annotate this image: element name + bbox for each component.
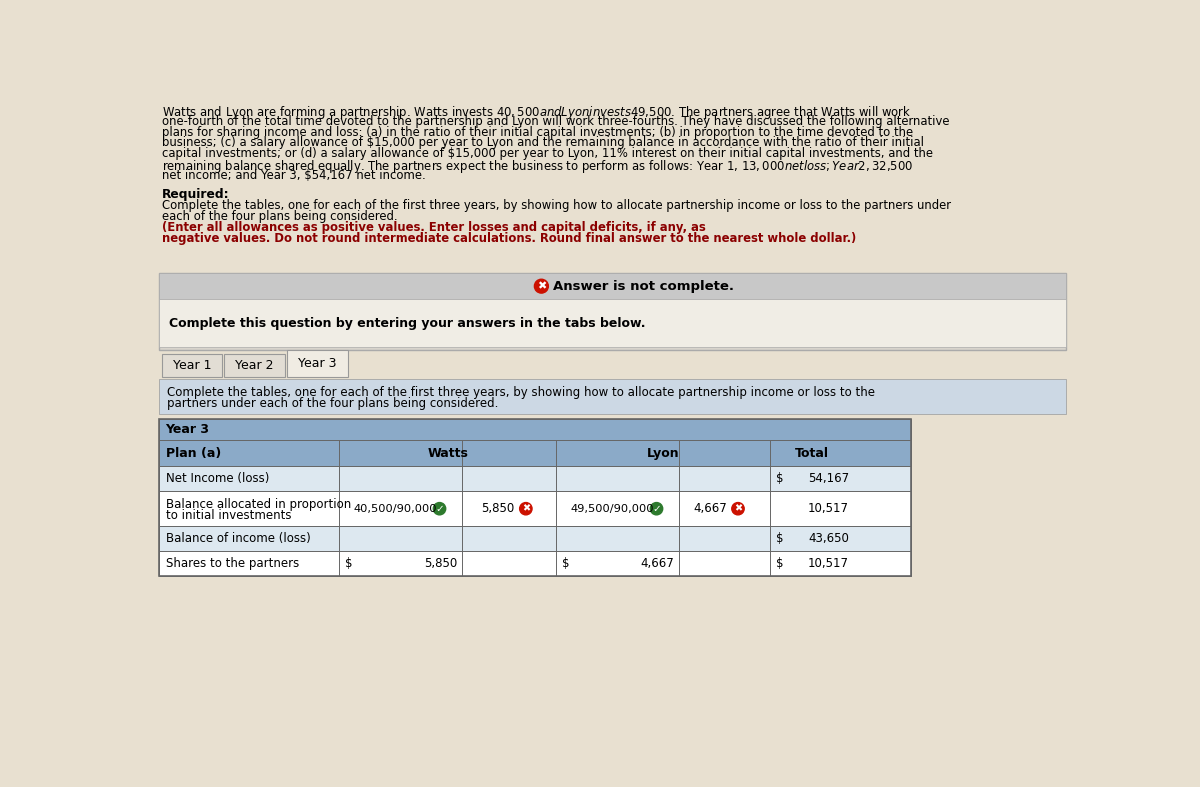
Text: one-fourth of the total time devoted to the partnership and Lyon will work three: one-fourth of the total time devoted to … [162, 115, 949, 127]
Text: Year 2: Year 2 [235, 359, 274, 372]
Text: Year 1: Year 1 [173, 359, 211, 372]
Text: Complete the tables, one for each of the first three years, by showing how to al: Complete the tables, one for each of the… [162, 199, 950, 212]
Text: Total: Total [794, 447, 829, 460]
Text: Balance allocated in proportion: Balance allocated in proportion [166, 498, 350, 511]
Text: plans for sharing income and loss: (a) in the ratio of their initial capital inv: plans for sharing income and loss: (a) i… [162, 126, 913, 139]
Text: Answer is not complete.: Answer is not complete. [553, 279, 734, 293]
Bar [160, 527, 911, 551]
Text: $: $ [563, 557, 570, 570]
Text: $: $ [346, 557, 353, 570]
Text: partners under each of the four plans being considered.: partners under each of the four plans be… [167, 397, 498, 410]
Text: Balance of income (loss): Balance of income (loss) [166, 532, 311, 545]
Circle shape [534, 279, 548, 293]
Bar [162, 354, 222, 377]
Bar [160, 467, 911, 491]
Text: $: $ [776, 472, 784, 485]
Text: ✖: ✖ [522, 504, 530, 514]
Bar [160, 419, 911, 440]
Text: Year 3: Year 3 [166, 423, 210, 436]
Text: $: $ [776, 557, 784, 570]
Text: business; (c) a salary allowance of $15,000 per year to Lyon and the remaining b: business; (c) a salary allowance of $15,… [162, 136, 924, 150]
Bar [160, 551, 911, 575]
Bar [160, 440, 911, 467]
Text: Plan (a): Plan (a) [166, 447, 221, 460]
Text: ✖: ✖ [734, 504, 742, 514]
Text: Lyon: Lyon [647, 447, 679, 460]
Bar [160, 419, 911, 575]
Text: Required:: Required: [162, 188, 229, 201]
Bar [160, 273, 1066, 299]
Text: 54,167: 54,167 [808, 472, 850, 485]
Text: 10,517: 10,517 [808, 502, 850, 515]
Text: each of the four plans being considered.: each of the four plans being considered. [162, 210, 397, 223]
Text: Complete the tables, one for each of the first three years, by showing how to al: Complete the tables, one for each of the… [167, 386, 875, 399]
Bar [160, 379, 1066, 414]
Circle shape [520, 503, 532, 515]
Text: 4,667: 4,667 [694, 502, 727, 515]
Circle shape [732, 503, 744, 515]
Text: Watts and Lyon are forming a partnership. Watts invests $40,500 and Lyon invests: Watts and Lyon are forming a partnership… [162, 104, 911, 120]
Text: ✖: ✖ [536, 281, 546, 291]
Text: $: $ [776, 532, 784, 545]
Text: ✓: ✓ [652, 504, 661, 514]
Text: 43,650: 43,650 [808, 532, 850, 545]
Text: 49,500/90,000: 49,500/90,000 [571, 504, 654, 514]
Text: to initial investments: to initial investments [166, 508, 292, 522]
Text: 5,850: 5,850 [481, 502, 514, 515]
Text: 5,850: 5,850 [424, 557, 457, 570]
Text: (Enter all allowances as positive values. Enter losses and capital deficits, if : (Enter all allowances as positive values… [162, 220, 706, 234]
Bar [224, 354, 284, 377]
Bar [160, 273, 1066, 350]
Text: 10,517: 10,517 [808, 557, 850, 570]
Bar [160, 491, 911, 527]
Text: remaining balance shared equally. The partners expect the business to perform as: remaining balance shared equally. The pa… [162, 158, 913, 176]
Bar [160, 299, 1066, 347]
Text: 4,667: 4,667 [640, 557, 674, 570]
Text: capital investments; or (d) a salary allowance of $15,000 per year to Lyon, 11% : capital investments; or (d) a salary all… [162, 147, 932, 161]
Text: negative values. Do not round intermediate calculations. Round final answer to t: negative values. Do not round intermedia… [162, 231, 856, 245]
Text: Watts: Watts [427, 447, 468, 460]
Circle shape [433, 503, 445, 515]
Text: net income; and Year 3, $54,167 net income.: net income; and Year 3, $54,167 net inco… [162, 169, 425, 183]
Bar [287, 350, 348, 377]
Text: Net Income (loss): Net Income (loss) [166, 472, 269, 485]
Text: Complete this question by entering your answers in the tabs below.: Complete this question by entering your … [169, 316, 646, 330]
Text: ✓: ✓ [436, 504, 444, 514]
Text: Year 3: Year 3 [298, 357, 337, 370]
Circle shape [650, 503, 662, 515]
Text: 40,500/90,000: 40,500/90,000 [354, 504, 437, 514]
Text: Shares to the partners: Shares to the partners [166, 557, 299, 570]
